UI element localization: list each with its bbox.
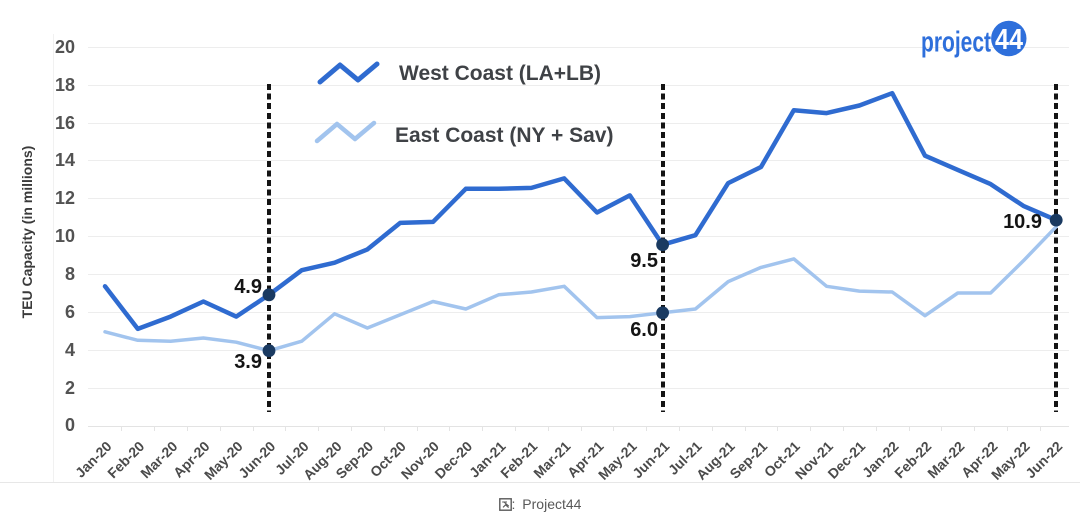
svg-text:project: project	[921, 27, 991, 59]
svg-text:44: 44	[995, 24, 1023, 56]
